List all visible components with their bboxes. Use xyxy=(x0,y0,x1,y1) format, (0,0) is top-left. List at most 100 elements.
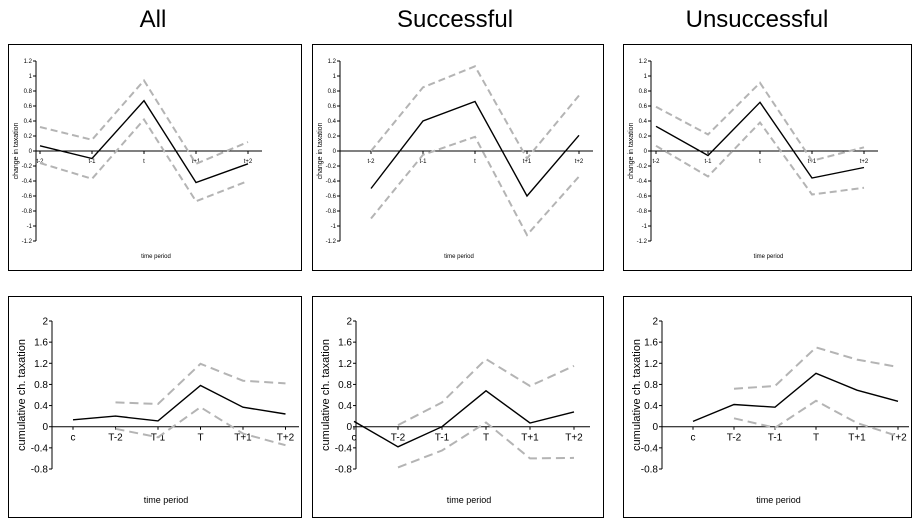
x-tick-label: T+2 xyxy=(565,433,583,444)
y-tick-label: 0.2 xyxy=(639,134,648,140)
y-axis-title: cumulative ch. taxation xyxy=(16,339,28,451)
upper-band-line xyxy=(397,357,575,426)
x-tick-label: t+2 xyxy=(575,159,584,165)
y-tick-label: 0.8 xyxy=(338,380,352,391)
chart-panel-bottom-unsuccessful: 2 1.6 1.2 0.8 0.4 0 -0.4 -0.8 c T-2 T-1 T T+1 T+2 time… xyxy=(623,296,912,518)
chart-panel-top-successful: 1.2 1 0.8 0.6 0.4 0.2 0 -0.2 -0.4 -0.6 -0.8 -1 -1.2 t… xyxy=(312,44,604,271)
chart-panel-top-all: 1.2 1 0.8 0.6 0.4 0.2 0 -0.2 -0.4 -0.6 -0.8 -1 -1.2 t… xyxy=(8,44,302,271)
lower-band-line xyxy=(397,421,575,469)
y-tick-label: -0.4 xyxy=(22,179,33,185)
x-axis-title: time period xyxy=(141,254,171,260)
y-tick-label: 0.4 xyxy=(644,401,658,412)
chart-bottom-unsuccessful: 2 1.6 1.2 0.8 0.4 0 -0.4 -0.8 c T-2 T-1 T T+1 T+2 time… xyxy=(631,317,909,505)
y-tick-label: -1.2 xyxy=(637,239,648,245)
y-tick-label: 1.6 xyxy=(34,338,48,349)
y-tick-label: 0.8 xyxy=(639,89,648,95)
y-tick-label: 0 xyxy=(644,149,648,155)
y-tick-label: 0.4 xyxy=(24,119,33,125)
x-tick-label: T+1 xyxy=(848,433,866,444)
estimate-line xyxy=(353,389,575,448)
y-tick-label: -0.8 xyxy=(31,465,49,476)
upper-band-line xyxy=(733,346,899,390)
y-tick-label: 0 xyxy=(42,422,48,433)
y-tick-label: -0.8 xyxy=(637,209,648,215)
chart-top-all: 1.2 1 0.8 0.6 0.4 0.2 0 -0.2 -0.4 -0.6 -0.8 -1 -1.2 t… xyxy=(13,59,262,260)
y-tick-label: 0.6 xyxy=(328,104,337,110)
lower-band-line xyxy=(370,135,580,237)
y-tick-label: 1.6 xyxy=(644,338,658,349)
y-tick-label: -0.4 xyxy=(335,443,353,454)
y-tick-label: -0.6 xyxy=(326,194,337,200)
chart-top-successful: 1.2 1 0.8 0.6 0.4 0.2 0 -0.2 -0.4 -0.6 -0.8 -1 -1.2 t… xyxy=(317,59,593,260)
upper-band-line xyxy=(115,362,286,406)
y-tick-label: 0.8 xyxy=(644,380,658,391)
chart-bottom-all: 21.61.20.80.40-0.4-0.8c T-2 T-1 T T+1 T+2time… xyxy=(16,317,299,505)
y-tick-label: 1.2 xyxy=(34,359,48,370)
x-tick-label: T+2 xyxy=(277,433,295,444)
y-tick-label: -0.8 xyxy=(326,209,337,215)
estimate-line xyxy=(39,99,249,184)
y-tick-label: 0.8 xyxy=(34,380,48,391)
y-tick-label: -1 xyxy=(331,224,337,230)
y-tick-label: -0.4 xyxy=(326,179,337,185)
y-tick-label: 0 xyxy=(333,149,337,155)
x-tick-label: c xyxy=(352,433,357,444)
y-axis-title: change in taxation xyxy=(317,122,324,179)
y-tick-label: 0.4 xyxy=(639,119,648,125)
x-tick-label: T+2 xyxy=(889,433,907,444)
y-tick-label: -0.6 xyxy=(22,194,33,200)
y-tick-label: 0.4 xyxy=(328,119,337,125)
x-tick-label: c xyxy=(691,433,696,444)
x-tick-label: t-1 xyxy=(88,159,96,165)
x-tick-label: t-2 xyxy=(367,159,375,165)
chart-bottom-successful: 2 1.6 1.2 0.8 0.4 0 -0.4 -0.8 c T-2 T-1 T T+1 T+2 time… xyxy=(320,317,590,505)
y-tick-label: -0.8 xyxy=(335,465,353,476)
y-tick-label: 0 xyxy=(346,422,352,433)
lower-band-line xyxy=(733,399,899,438)
estimate-line xyxy=(72,384,286,422)
x-tick-label: T-2 xyxy=(391,433,406,444)
x-tick-label: t xyxy=(143,159,145,165)
y-tick-label: -0.2 xyxy=(22,164,33,170)
y-tick-label: -1.2 xyxy=(22,239,33,245)
y-tick-label: 1 xyxy=(333,74,337,80)
x-axis-title: time period xyxy=(756,495,801,505)
x-tick-label: c xyxy=(71,433,76,444)
x-tick-label: t xyxy=(759,159,761,165)
y-tick-label: 0.8 xyxy=(24,89,33,95)
y-tick-label: -0.8 xyxy=(22,209,33,215)
y-tick-label: 0 xyxy=(652,422,658,433)
x-tick-label: t+1 xyxy=(808,159,817,165)
chart-top-unsuccessful: 1.2 1 0.8 0.6 0.4 0.2 0 -0.2 -0.4 -0.6 -0.8 -1 -1.2 t… xyxy=(628,59,878,260)
x-tick-label: T-2 xyxy=(727,433,742,444)
x-tick-label: t xyxy=(474,159,476,165)
chart-panel-bottom-all: 2 1.6 1.2 0.8 0.4 0 -0.4 -0.8 c T-2 T-1 T T+1 T+2 time… xyxy=(8,296,302,518)
x-tick-label: t+1 xyxy=(523,159,532,165)
y-tick-label: 0.2 xyxy=(24,134,33,140)
column-title-unsuccessful: Unsuccessful xyxy=(685,6,829,33)
y-tick-label: -0.6 xyxy=(637,194,648,200)
x-tick-label: T+1 xyxy=(234,433,252,444)
upper-band-line xyxy=(39,78,249,166)
y-tick-label: 1.2 xyxy=(644,359,658,370)
y-tick-label: 0.2 xyxy=(328,134,337,140)
x-tick-label: T+1 xyxy=(521,433,539,444)
column-title-successful: Successful xyxy=(396,6,514,33)
y-tick-label: -0.4 xyxy=(31,443,49,454)
y-tick-label: -0.4 xyxy=(641,443,659,454)
x-axis-title: time period xyxy=(447,495,492,505)
x-axis-title: time period xyxy=(754,254,784,260)
y-tick-label: 2 xyxy=(346,317,352,328)
x-tick-label: t+2 xyxy=(244,159,253,165)
y-tick-label: 0 xyxy=(29,149,33,155)
column-title-all: All xyxy=(139,6,167,33)
y-tick-label: 1.2 xyxy=(639,59,648,65)
y-tick-label: -0.2 xyxy=(637,164,648,170)
y-tick-label: -0.4 xyxy=(637,179,648,185)
y-axis-title: cumulative ch. taxation xyxy=(631,339,643,451)
x-tick-label: T-1 xyxy=(768,433,783,444)
y-tick-label: 1 xyxy=(29,74,33,80)
x-tick-label: t-2 xyxy=(652,159,660,165)
lower-band-line xyxy=(39,117,249,203)
x-tick-label: t-1 xyxy=(419,159,427,165)
